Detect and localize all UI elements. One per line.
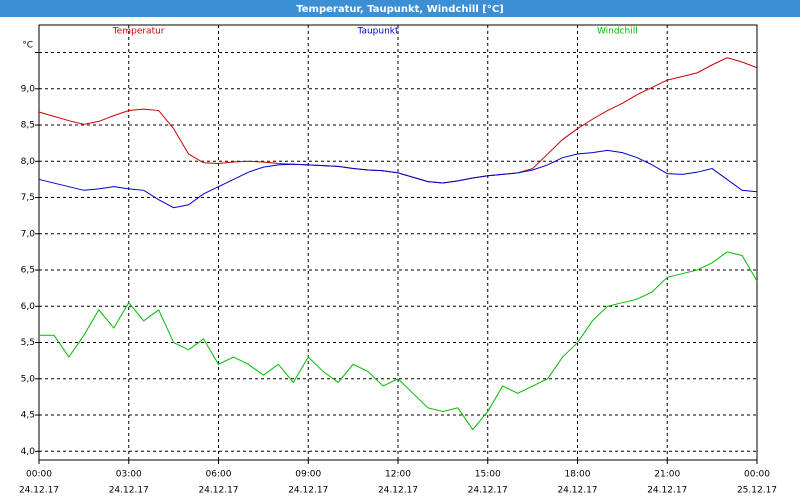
x-tick-label: 15:00 (475, 470, 501, 480)
x-tick-date: 25.12.17 (737, 486, 777, 496)
series-line (38, 149, 758, 209)
x-tick-label: 03:00 (116, 470, 142, 480)
y-tick-label: 6,0 (21, 302, 36, 312)
chart-title: Temperatur, Taupunkt, Windchill [°C] (296, 4, 504, 15)
x-tick-date: 24.12.17 (378, 486, 418, 496)
legend-label: Windchill (597, 27, 638, 37)
x-tick-date: 24.12.17 (647, 486, 687, 496)
y-tick-label: 4,5 (21, 411, 35, 421)
series-line (39, 251, 758, 431)
x-tick-label: 00:00 (744, 470, 770, 480)
y-tick-label: 6,5 (21, 266, 35, 276)
title-bar (0, 0, 800, 17)
y-axis-label: °C (22, 41, 33, 51)
x-tick-label: 00:00 (26, 470, 52, 480)
x-tick-date: 24.12.17 (198, 486, 238, 496)
x-tick-date: 24.12.17 (19, 486, 59, 496)
plot-border (38, 24, 758, 461)
x-tick-label: 18:00 (565, 470, 591, 480)
x-tick-label: 06:00 (206, 470, 232, 480)
y-tick-label: 5,0 (21, 374, 36, 384)
x-tick-date: 24.12.17 (468, 486, 508, 496)
y-tick-label: 8,0 (21, 157, 36, 167)
y-tick-label: 5,5 (21, 338, 35, 348)
y-tick-label: 7,0 (21, 229, 36, 239)
y-tick-label: 4,0 (21, 447, 36, 457)
y-tick-label: 7,5 (21, 193, 35, 203)
x-tick-label: 12:00 (385, 470, 411, 480)
legend-label: Taupunkt (356, 27, 399, 37)
x-tick-date: 24.12.17 (288, 486, 328, 496)
x-tick-label: 09:00 (295, 470, 321, 480)
y-tick-label: 8,5 (21, 121, 35, 131)
x-tick-label: 21:00 (654, 470, 680, 480)
x-tick-date: 24.12.17 (109, 486, 149, 496)
legend-label: Temperatur (112, 27, 165, 37)
x-tick-date: 24.12.17 (557, 486, 597, 496)
y-tick-label: 9,0 (21, 84, 36, 94)
